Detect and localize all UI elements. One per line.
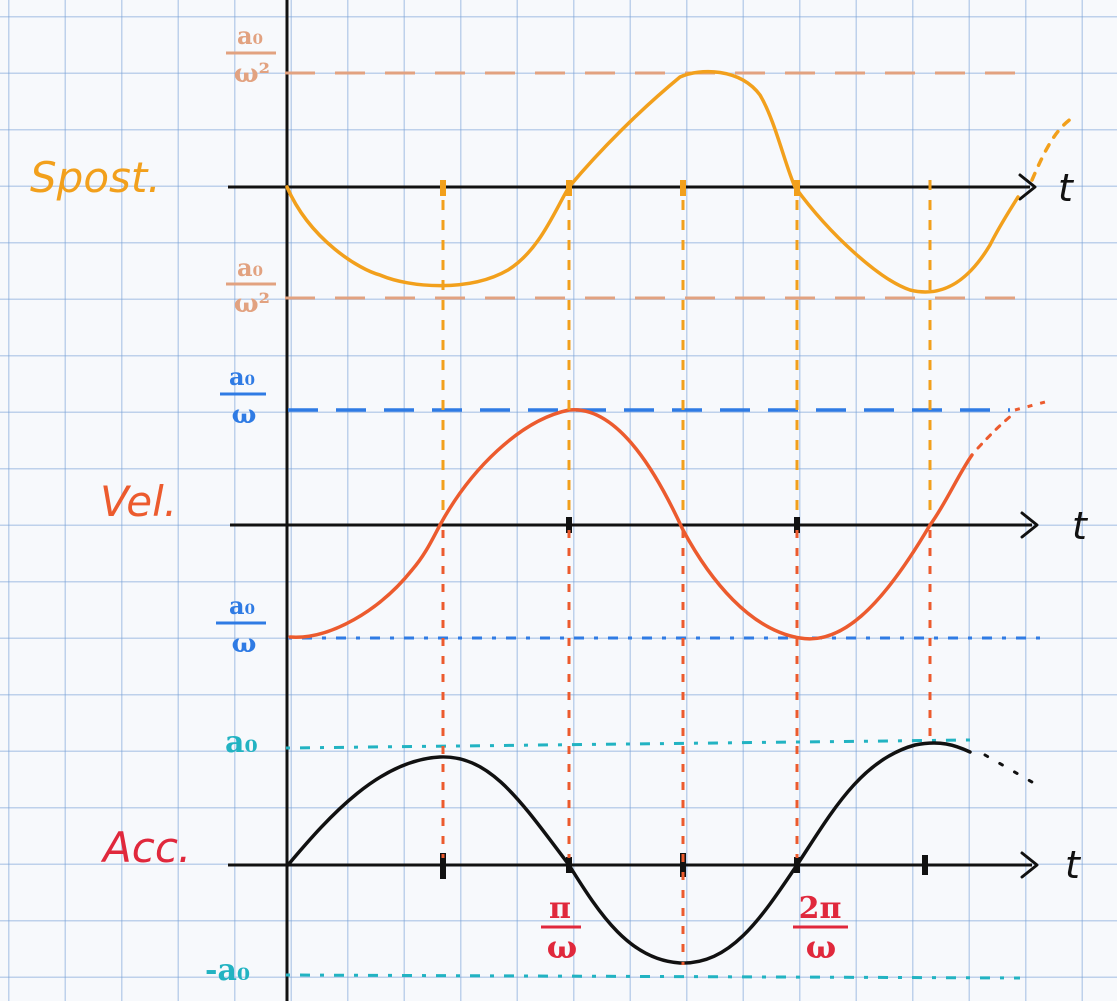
acceleration-top-bound	[285, 738, 971, 750]
acceleration-top-bound-label: a₀	[225, 725, 258, 760]
velocity-curve	[288, 408, 974, 641]
acceleration-bottom-bound	[285, 973, 1021, 980]
tick-label-two-pi-over-omega: 2π ω	[793, 891, 848, 966]
acceleration-time-label: t	[1065, 843, 1082, 887]
acceleration-axis-arrow	[1020, 851, 1039, 879]
svg-text:ω²: ω²	[234, 289, 270, 319]
connector-lines	[441, 180, 932, 965]
velocity-continuation	[976, 413, 1014, 450]
displacement-panel: t Spost. a₀ ω² a₀ ω²	[30, 21, 1075, 319]
displacement-axis-arrow	[1018, 173, 1037, 201]
svg-text:ω²: ω²	[234, 59, 270, 89]
acceleration-curve	[286, 741, 972, 965]
velocity-top-bound-label: a₀ ω	[220, 362, 266, 430]
svg-text:a₀: a₀	[229, 591, 255, 620]
acceleration-label: Acc.	[100, 823, 191, 872]
velocity-panel: t Vel. a₀ ω a₀ ω	[100, 362, 1089, 659]
svg-text:ω: ω	[806, 928, 836, 966]
displacement-curve	[285, 69, 1020, 294]
displacement-ticks	[440, 180, 800, 196]
svg-text:2π: 2π	[799, 891, 842, 926]
velocity-top-bound-continuation	[1014, 400, 1046, 412]
svg-text:ω: ω	[232, 629, 257, 659]
svg-text:ω: ω	[232, 400, 257, 430]
displacement-label: Spost.	[30, 153, 161, 202]
svg-text:a₀: a₀	[229, 362, 255, 391]
svg-text:a₀: a₀	[237, 21, 263, 50]
displacement-top-bound-label: a₀ ω²	[226, 21, 276, 89]
velocity-bottom-bound-label: a₀ ω	[216, 591, 266, 659]
displacement-continuation	[1030, 116, 1074, 182]
svg-text:a₀: a₀	[237, 253, 263, 282]
acceleration-panel: t Acc. a₀ -a₀ π ω 2π ω	[100, 725, 1082, 988]
svg-text:ω: ω	[547, 928, 577, 966]
velocity-axis-arrow	[1020, 511, 1039, 539]
svg-text:π: π	[549, 891, 571, 926]
displacement-time-label: t	[1058, 166, 1075, 210]
velocity-label: Vel.	[100, 477, 177, 526]
tick-label-pi-over-omega: π ω	[541, 891, 581, 966]
acceleration-bottom-bound-label: -a₀	[205, 953, 250, 988]
velocity-time-label: t	[1072, 504, 1089, 548]
acceleration-continuation	[983, 753, 1034, 784]
displacement-bottom-bound-label: a₀ ω²	[226, 253, 276, 319]
